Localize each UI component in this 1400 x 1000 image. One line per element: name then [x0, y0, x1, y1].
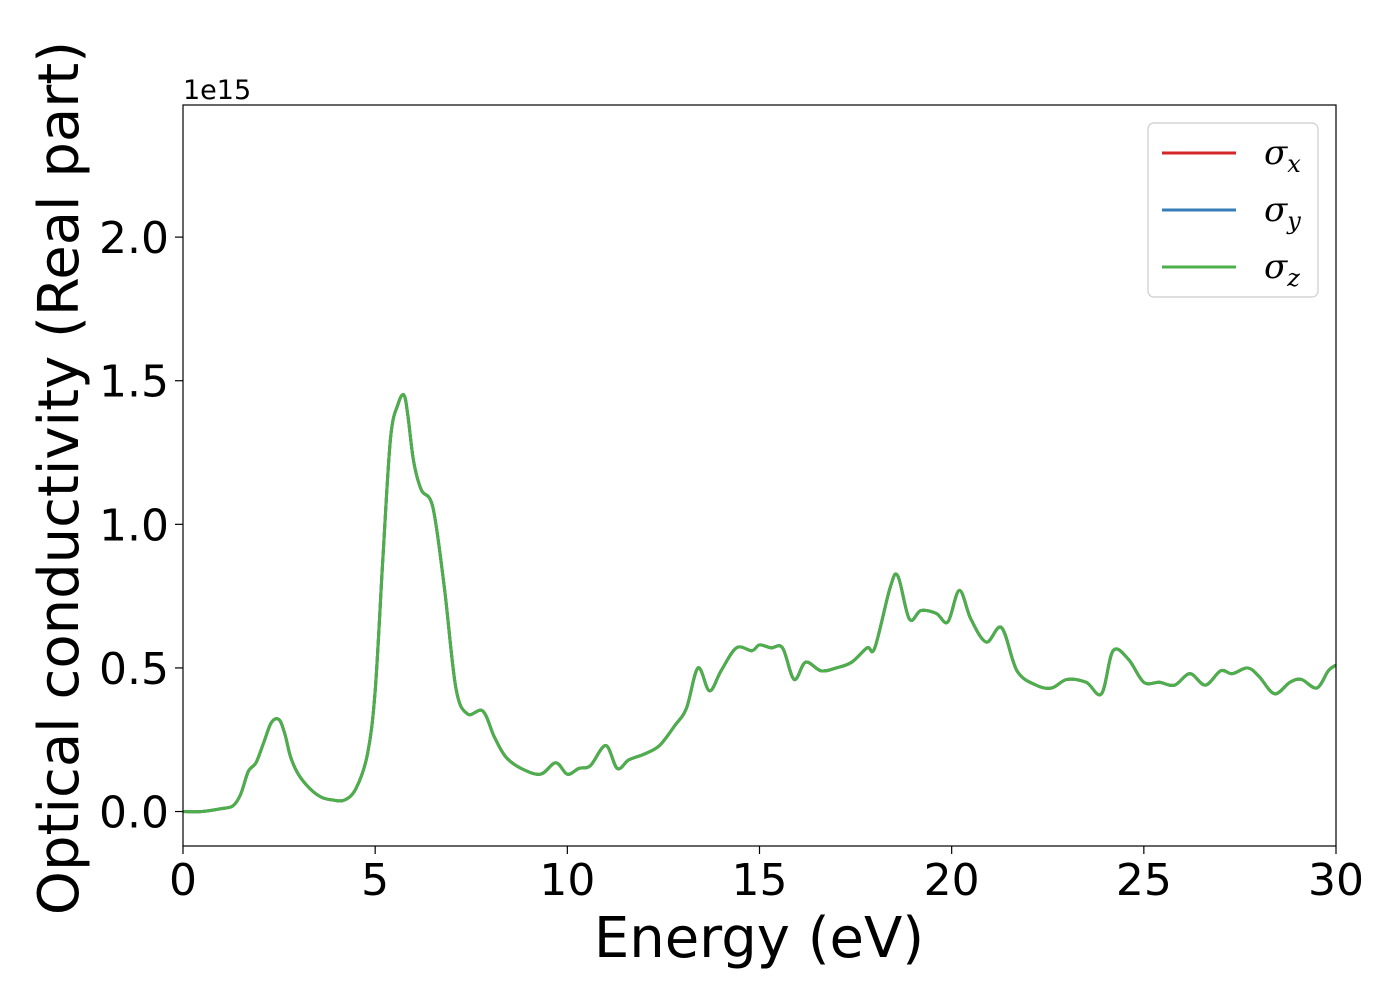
x-tick-label: 30: [1308, 855, 1364, 906]
x-tick-label: 25: [1116, 855, 1172, 906]
y-tick-label: 0.5: [99, 644, 169, 695]
series-line-sigma-z: [183, 393, 1336, 814]
y-tick-label: 1.5: [99, 357, 169, 408]
x-tick-label: 10: [539, 855, 595, 906]
axes-background: [183, 105, 1336, 846]
x-tick-label: 0: [169, 855, 197, 906]
y-axis-ticks: 0.0 0.5 1.0 1.5 2.0: [99, 213, 183, 839]
x-axis-ticks: 0 5 10 15 20 25 30: [169, 846, 1364, 906]
y-tick-label: 2.0: [99, 213, 169, 264]
y-tick-label: 0.0: [99, 788, 169, 839]
y-tick-label: 1.0: [99, 500, 169, 551]
x-tick-label: 20: [924, 855, 980, 906]
x-tick-label: 5: [361, 855, 389, 906]
y-axis-title: Optical conductivity (Real part): [27, 41, 92, 915]
series-layer: [183, 393, 1336, 814]
y-offset-label: 1e15: [183, 75, 251, 106]
x-tick-label: 15: [732, 855, 788, 906]
legend-label-sigma-z: σz: [1264, 247, 1300, 292]
plot-area: [182, 104, 1337, 847]
x-axis-title: Energy (eV): [594, 906, 924, 971]
